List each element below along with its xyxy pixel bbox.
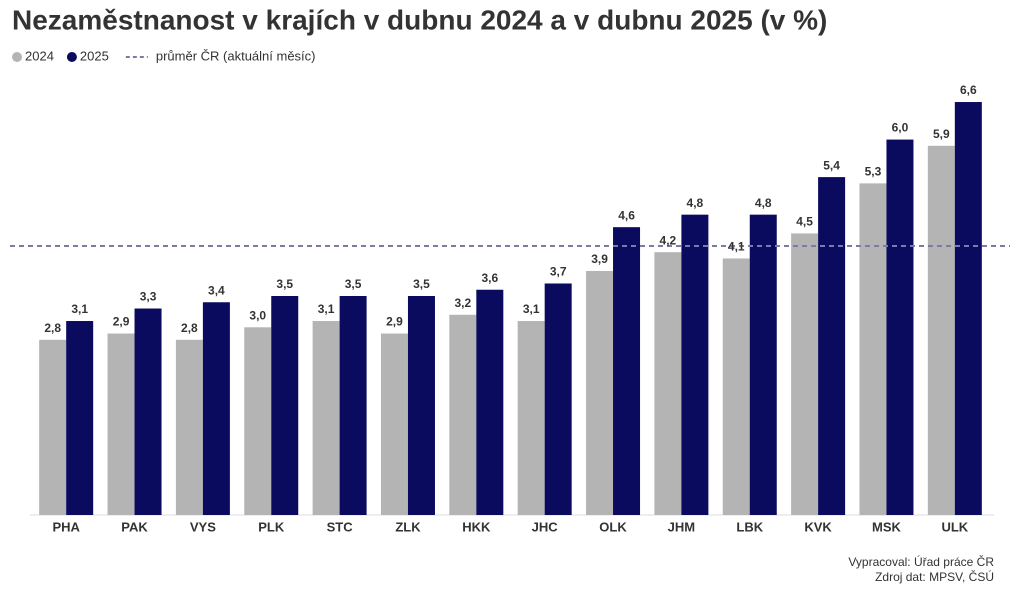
value-label: 3,1 [523,302,540,316]
bar [449,314,477,515]
note: Vypracoval: Úřad práce ČR [848,554,994,569]
bar [859,183,887,515]
x-tick-label: PHA [52,519,80,534]
note: Zdroj dat: MPSV, ČSÚ [875,569,994,584]
legend-swatch [12,52,22,62]
bar [244,327,272,515]
x-tick-label: PLK [258,519,285,534]
legend-label: 2024 [25,48,54,63]
x-tick-label: LBK [736,519,763,534]
x-tick-label: STC [327,519,354,534]
value-label: 4,2 [660,233,677,247]
bar [954,102,982,516]
value-label: 2,8 [181,321,198,335]
bar [791,233,819,515]
value-label: 3,1 [318,302,335,316]
value-label: 4,8 [755,196,772,210]
bar [517,321,545,515]
x-tick-label: ZLK [395,519,421,534]
x-tick-label: JHC [532,519,559,534]
value-label: 3,5 [345,277,362,291]
value-label: 5,4 [823,158,840,172]
bar [654,252,682,515]
bar [202,302,230,515]
value-label: 6,0 [892,121,909,135]
value-label: 3,9 [591,252,608,266]
legend-label: průměr ČR (aktuální měsíc) [156,48,316,63]
value-label: 2,9 [113,315,130,329]
bar [544,283,572,515]
x-tick-label: OLK [599,519,627,534]
value-label: 4,5 [796,215,813,229]
value-label: 2,8 [44,321,61,335]
bar [271,296,299,515]
value-label: 3,7 [550,265,567,279]
value-label: 5,3 [865,165,882,179]
bar [927,145,955,516]
bar [66,321,94,515]
bar [175,339,203,515]
x-tick-label: KVK [804,519,832,534]
value-label: 5,9 [933,127,950,141]
x-tick-label: VYS [190,519,216,534]
value-label: 3,2 [454,296,471,310]
bar [134,308,162,515]
bar [818,177,846,515]
bar [886,139,914,516]
bar [380,333,408,515]
value-label: 3,6 [481,271,498,285]
value-label: 3,4 [208,283,225,297]
bar [476,289,504,515]
bar [749,214,777,515]
bar [312,321,340,515]
value-label: 6,6 [960,83,977,97]
bar [681,214,709,515]
bar [107,333,135,515]
value-label: 2,9 [386,315,403,329]
bar [407,296,435,515]
x-tick-label: ULK [941,519,968,534]
legend-label: 2025 [80,48,109,63]
bar [613,227,641,515]
chart-title: Nezaměstnanost v krajích v dubnu 2024 a … [12,4,827,35]
x-tick-label: JHM [668,519,695,534]
value-label: 3,5 [276,277,293,291]
x-tick-label: PAK [121,519,148,534]
value-label: 4,8 [687,196,704,210]
legend-swatch [66,52,77,62]
bar [339,296,367,515]
x-tick-label: HKK [462,519,491,534]
value-label: 4,6 [618,208,635,222]
value-label: 4,1 [728,240,745,254]
bar [722,258,750,515]
value-label: 3,3 [140,290,157,304]
x-tick-label: MSK [872,519,902,534]
bar [39,339,67,515]
value-label: 3,0 [249,308,266,322]
value-label: 3,5 [413,277,430,291]
value-label: 3,1 [71,302,88,316]
bar [586,270,614,515]
